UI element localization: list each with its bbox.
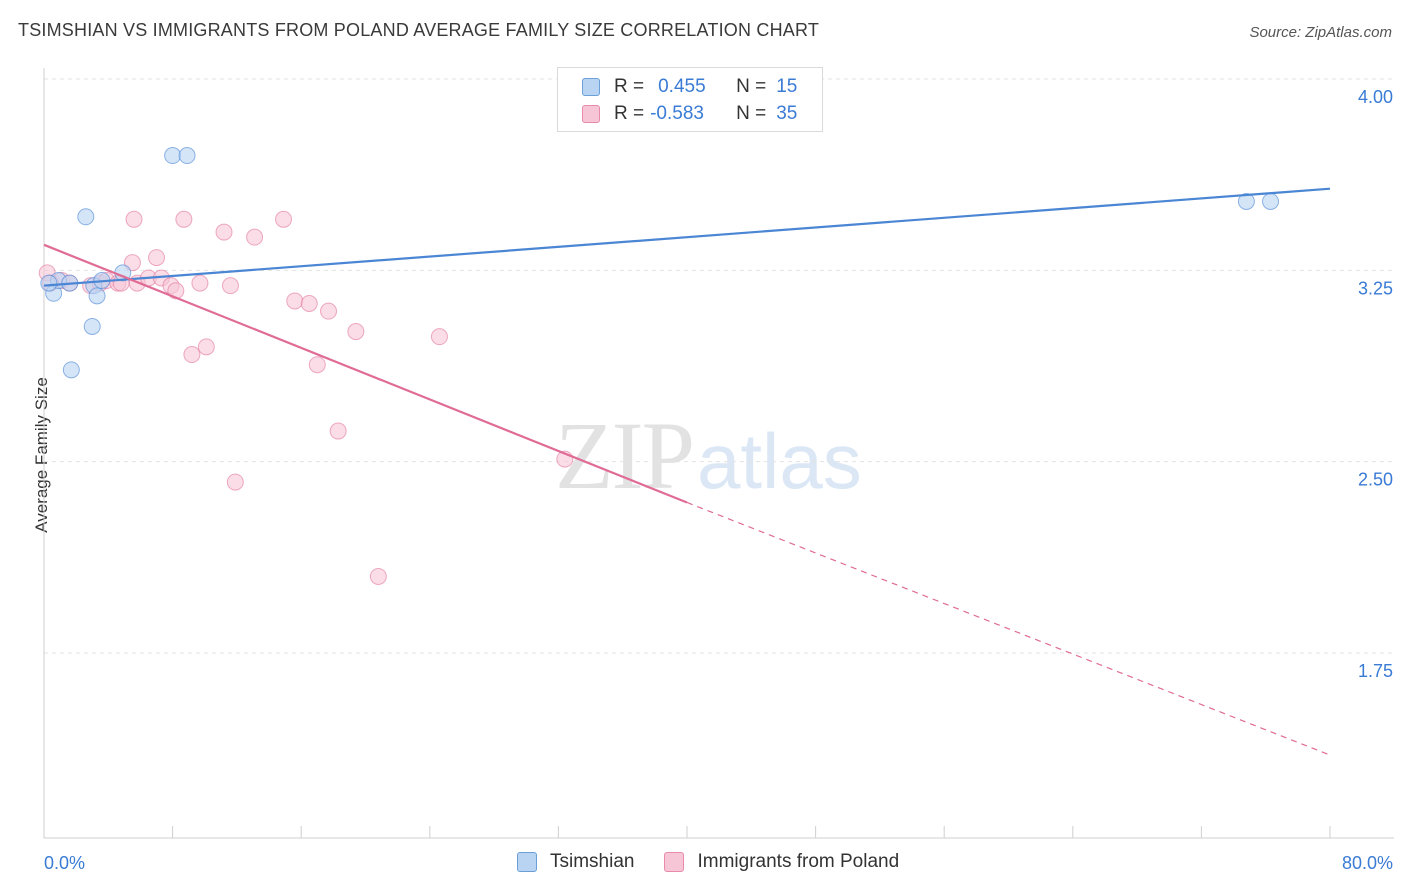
y-tick-label: 3.25	[1358, 278, 1393, 298]
data-point-tsimshian	[77, 208, 95, 226]
legend-item-poland: Immigrants from Poland	[664, 851, 899, 873]
data-point-tsimshian	[40, 274, 58, 292]
data-point-poland	[175, 210, 193, 228]
trend-line-poland	[43, 243, 688, 504]
n-value: 35	[776, 103, 798, 124]
y-tick-label: 4.00	[1358, 87, 1393, 107]
chart-title: TSIMSHIAN VS IMMIGRANTS FROM POLAND AVER…	[18, 20, 820, 40]
data-point-poland	[275, 210, 293, 228]
data-point-tsimshian	[88, 287, 106, 305]
x-tick-label: 80.0%	[1342, 853, 1393, 873]
data-point-poland	[125, 210, 143, 228]
data-point-tsimshian	[178, 147, 196, 165]
data-point-poland	[183, 346, 201, 364]
data-point-tsimshian	[62, 361, 80, 379]
r-label: R =	[614, 76, 645, 97]
data-point-poland	[197, 338, 215, 356]
data-point-poland	[347, 323, 365, 341]
series-legend: Tsimshian Immigrants from Poland	[517, 851, 929, 873]
source-label: Source: ZipAtlas.com	[1249, 24, 1392, 41]
y-tick-label: 2.50	[1358, 470, 1393, 490]
data-point-poland	[320, 302, 338, 320]
x-tick-label: 0.0%	[44, 853, 85, 873]
data-point-tsimshian	[1237, 192, 1255, 210]
legend-swatch-poland	[664, 852, 685, 872]
legend-label-tsimshian: Tsimshian	[550, 851, 635, 872]
tsimshian-swatch	[582, 78, 600, 96]
r-value: 0.455	[658, 76, 706, 97]
data-point-tsimshian	[164, 147, 182, 165]
data-point-poland	[226, 473, 244, 491]
trend-line-poland-extension	[686, 501, 1331, 756]
data-point-tsimshian	[1262, 192, 1280, 210]
stats-legend: R = 0.455 N = 15 R = -0.583 N = 35	[557, 67, 823, 132]
n-value: 15	[776, 76, 798, 97]
n-label: N =	[736, 103, 767, 124]
trend-line-tsimshian	[43, 187, 1331, 287]
data-point-poland	[329, 422, 347, 440]
stats-row-tsimshian: R = 0.455 N = 15	[582, 74, 797, 100]
data-point-poland	[369, 567, 387, 585]
r-value: -0.583	[650, 103, 704, 124]
y-tick-label: 1.75	[1358, 661, 1393, 681]
data-point-tsimshian	[83, 317, 101, 335]
poland-swatch	[582, 105, 600, 123]
data-point-poland	[430, 328, 448, 346]
legend-swatch-tsimshian	[517, 852, 537, 872]
data-point-poland	[215, 223, 233, 241]
data-point-poland	[246, 228, 264, 246]
stats-row-poland: R = -0.583 N = 35	[582, 101, 797, 127]
data-point-poland	[308, 356, 326, 374]
r-label: R =	[614, 103, 645, 124]
data-point-poland	[286, 292, 304, 310]
data-point-poland	[221, 277, 239, 295]
data-point-poland	[148, 249, 166, 267]
n-label: N =	[736, 76, 767, 97]
legend-item-tsimshian: Tsimshian	[517, 851, 634, 873]
legend-label-poland: Immigrants from Poland	[697, 851, 900, 872]
data-point-poland	[191, 274, 209, 292]
data-point-poland	[300, 294, 318, 312]
